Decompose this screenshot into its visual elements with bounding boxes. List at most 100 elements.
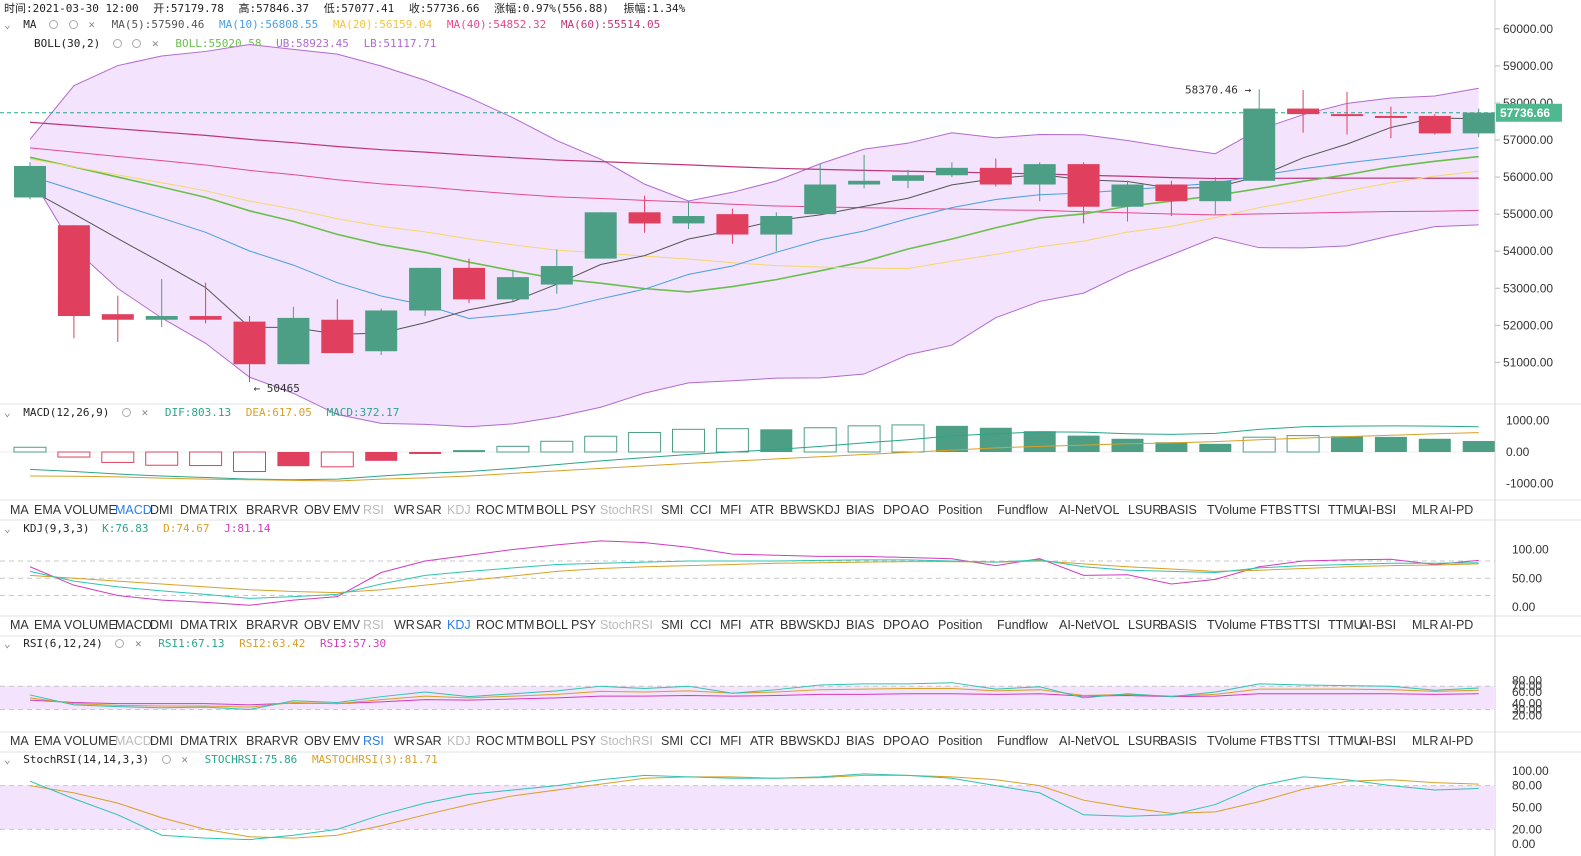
- indicator-tab-ao[interactable]: AO: [911, 503, 930, 517]
- close-icon[interactable]: ✕: [181, 753, 188, 766]
- indicator-tab-dmi[interactable]: DMI: [150, 734, 173, 748]
- indicator-tab-wr[interactable]: WR: [394, 618, 415, 632]
- indicator-tab-ema[interactable]: EMA: [34, 618, 62, 632]
- indicator-tab-macd[interactable]: MACD: [115, 618, 152, 632]
- indicator-tab-smi[interactable]: SMI: [661, 503, 684, 517]
- candle-body[interactable]: [409, 267, 442, 311]
- indicator-tab-rsi[interactable]: RSI: [363, 734, 384, 748]
- indicator-tab-skdj[interactable]: SKDJ: [808, 503, 840, 517]
- indicator-tab-volume[interactable]: VOLUME: [64, 503, 117, 517]
- indicator-tab-smi[interactable]: SMI: [661, 618, 684, 632]
- indicator-tab-stochrsi[interactable]: StochRSI: [600, 734, 653, 748]
- close-icon[interactable]: ✕: [152, 37, 159, 50]
- candle-body[interactable]: [540, 266, 573, 285]
- indicator-tab-mtm[interactable]: MTM: [506, 618, 535, 632]
- collapse-chevron-icon[interactable]: ⌄: [4, 753, 11, 766]
- indicator-tab-cci[interactable]: CCI: [690, 618, 712, 632]
- indicator-tab-ai-bsi[interactable]: AI-BSI: [1360, 734, 1397, 748]
- indicator-tab-ai-pd[interactable]: AI-PD: [1440, 618, 1474, 632]
- indicator-tab-kdj[interactable]: KDJ: [447, 503, 471, 517]
- indicator-tab-sar[interactable]: SAR: [416, 503, 442, 517]
- indicator-tab-mtm[interactable]: MTM: [506, 503, 535, 517]
- indicator-tab-vr[interactable]: VR: [281, 618, 299, 632]
- candle-body[interactable]: [1067, 164, 1100, 207]
- indicator-tab-macd[interactable]: MACD: [115, 734, 152, 748]
- indicator-tab-obv[interactable]: OBV: [304, 503, 331, 517]
- indicator-tab-atr[interactable]: ATR: [750, 734, 775, 748]
- indicator-tab-position[interactable]: Position: [938, 734, 983, 748]
- indicator-tab-ftbs[interactable]: FTBS: [1260, 618, 1292, 632]
- indicator-tab-ao[interactable]: AO: [911, 618, 930, 632]
- indicator-tab-rsi[interactable]: RSI: [363, 618, 384, 632]
- indicator-tab-basis[interactable]: BASIS: [1160, 618, 1197, 632]
- candle-body[interactable]: [1155, 184, 1188, 202]
- candle-body[interactable]: [892, 175, 924, 181]
- indicator-tab-atr[interactable]: ATR: [750, 618, 775, 632]
- indicator-tab-ma[interactable]: MA: [10, 734, 29, 748]
- indicator-tab-dpo[interactable]: DPO: [883, 503, 911, 517]
- indicator-tab-ma[interactable]: MA: [10, 503, 29, 517]
- indicator-tab-mfi[interactable]: MFI: [720, 618, 742, 632]
- indicator-tab-ai-bsi[interactable]: AI-BSI: [1360, 503, 1397, 517]
- indicator-tab-mlr[interactable]: MLR: [1412, 618, 1439, 632]
- candle-body[interactable]: [145, 316, 178, 320]
- close-icon[interactable]: ✕: [141, 406, 149, 419]
- indicator-tab-basis[interactable]: BASIS: [1160, 734, 1197, 748]
- indicator-tab-macd[interactable]: MACD: [115, 503, 152, 517]
- indicator-tab-dma[interactable]: DMA: [180, 734, 208, 748]
- indicator-tab-mlr[interactable]: MLR: [1412, 503, 1439, 517]
- indicator-tab-brar[interactable]: BRAR: [246, 734, 281, 748]
- indicator-tab-psy[interactable]: PSY: [571, 618, 597, 632]
- indicator-tab-tvolume[interactable]: TVolume: [1207, 503, 1257, 517]
- indicator-tab-sar[interactable]: SAR: [416, 618, 442, 632]
- indicator-tab-ai-bsi[interactable]: AI-BSI: [1360, 618, 1397, 632]
- candle-body[interactable]: [365, 310, 398, 352]
- indicator-tab-position[interactable]: Position: [938, 618, 983, 632]
- indicator-tab-ttmu[interactable]: TTMU: [1328, 618, 1363, 632]
- indicator-tab-ai-netvol[interactable]: AI-NetVOL: [1059, 734, 1120, 748]
- candle-body[interactable]: [496, 277, 529, 300]
- indicator-tab-skdj[interactable]: SKDJ: [808, 734, 840, 748]
- candle-body[interactable]: [935, 167, 968, 176]
- settings-gear-icon[interactable]: [121, 408, 131, 417]
- indicator-tab-bias[interactable]: BIAS: [846, 503, 875, 517]
- settings-gear-icon[interactable]: [68, 20, 78, 29]
- candle-body[interactable]: [189, 316, 222, 320]
- indicator-tab-mfi[interactable]: MFI: [720, 734, 742, 748]
- candle-body[interactable]: [1243, 108, 1276, 181]
- indicator-tab-psy[interactable]: PSY: [571, 734, 597, 748]
- indicator-tab-skdj[interactable]: SKDJ: [808, 618, 840, 632]
- indicator-tab-stochrsi[interactable]: StochRSI: [600, 503, 653, 517]
- indicator-tab-bbw[interactable]: BBW: [780, 734, 809, 748]
- candle-body[interactable]: [1023, 164, 1056, 185]
- candle-body[interactable]: [1287, 108, 1320, 115]
- indicator-tab-obv[interactable]: OBV: [304, 734, 331, 748]
- indicator-tab-mfi[interactable]: MFI: [720, 503, 742, 517]
- indicator-tab-psy[interactable]: PSY: [571, 503, 597, 517]
- indicator-tab-basis[interactable]: BASIS: [1160, 503, 1197, 517]
- indicator-tab-bias[interactable]: BIAS: [846, 734, 875, 748]
- indicator-tab-ema[interactable]: EMA: [34, 503, 62, 517]
- indicator-tab-roc[interactable]: ROC: [476, 503, 504, 517]
- indicator-tab-tvolume[interactable]: TVolume: [1207, 734, 1257, 748]
- indicator-tab-ttsi[interactable]: TTSI: [1293, 734, 1321, 748]
- settings-gear-icon[interactable]: [161, 755, 171, 764]
- indicator-tab-dmi[interactable]: DMI: [150, 503, 173, 517]
- candle-body[interactable]: [716, 214, 749, 235]
- indicator-tab-bias[interactable]: BIAS: [846, 618, 875, 632]
- indicator-tab-mlr[interactable]: MLR: [1412, 734, 1439, 748]
- candle-body[interactable]: [1418, 115, 1451, 134]
- indicator-tab-ma[interactable]: MA: [10, 618, 29, 632]
- candle-body[interactable]: [584, 212, 617, 259]
- indicator-tab-volume[interactable]: VOLUME: [64, 734, 117, 748]
- indicator-tab-ai-netvol[interactable]: AI-NetVOL: [1059, 618, 1120, 632]
- candle-body[interactable]: [672, 216, 705, 224]
- indicator-tab-boll[interactable]: BOLL: [536, 503, 568, 517]
- candle-body[interactable]: [101, 314, 134, 320]
- indicator-tab-position[interactable]: Position: [938, 503, 983, 517]
- candle-body[interactable]: [1199, 180, 1232, 202]
- indicator-tab-ttmu[interactable]: TTMU: [1328, 734, 1363, 748]
- candle-body[interactable]: [14, 165, 46, 198]
- settings-gear-icon[interactable]: [115, 639, 125, 648]
